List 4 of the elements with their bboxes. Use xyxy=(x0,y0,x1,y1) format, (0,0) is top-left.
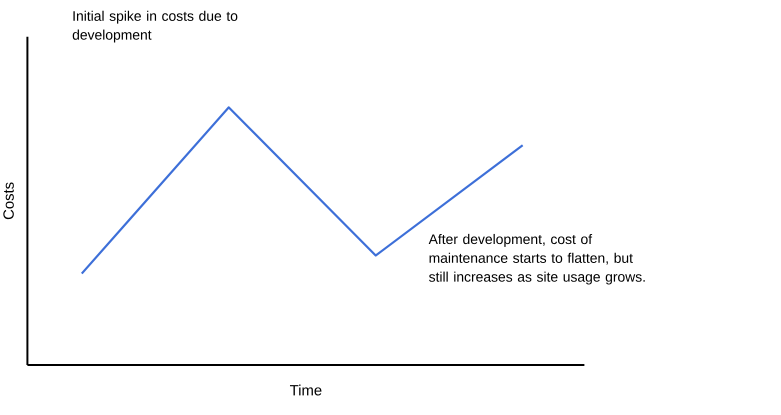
annotation: After development, cost of maintenance starts to flatten, but still increases as site usage grows. xyxy=(428,234,645,285)
x-axis-title: Time xyxy=(290,384,322,396)
text: Initial spike in costs due to development xyxy=(72,10,238,43)
y-axis-title: Costs xyxy=(3,182,14,220)
